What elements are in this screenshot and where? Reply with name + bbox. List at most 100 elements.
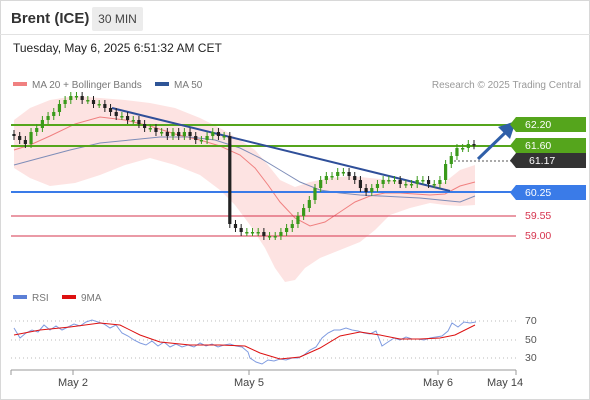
- candle: [194, 136, 198, 140]
- candle: [398, 180, 402, 184]
- candle: [381, 180, 385, 184]
- tag-61-60: [516, 138, 586, 153]
- candle: [46, 116, 50, 120]
- timestamp: Tuesday, May 6, 2025 6:51:32 AM CET: [13, 41, 222, 55]
- candle: [375, 184, 380, 188]
- candle: [216, 132, 221, 136]
- candle: [108, 108, 113, 112]
- bollinger-band: [14, 96, 475, 282]
- candle: [358, 180, 363, 188]
- rsi-level-50: 50: [525, 334, 537, 346]
- x-label-may-5: May 5: [234, 377, 264, 389]
- candle: [426, 180, 431, 184]
- forecast-arrow-shaft: [476, 129, 509, 161]
- candle: [409, 184, 414, 186]
- candle: [387, 180, 391, 182]
- candle: [74, 96, 79, 98]
- candle: [415, 180, 419, 184]
- candle: [341, 172, 345, 174]
- candle: [131, 120, 135, 122]
- legend-ma20: MA 20 + Bollinger Bands: [13, 80, 142, 91]
- ma20-line: [13, 116, 476, 227]
- candle: [449, 156, 453, 164]
- level-label-61-60: 61.60: [525, 140, 552, 152]
- candle: [245, 232, 249, 234]
- candle: [114, 112, 118, 116]
- candle: [63, 100, 67, 104]
- x-label-may-14: May 14: [487, 377, 524, 389]
- rsi-swatch: [13, 295, 27, 300]
- candle: [211, 132, 215, 136]
- candle: [239, 228, 243, 232]
- candle: [233, 224, 238, 228]
- rsi-level-30: 30: [525, 352, 537, 364]
- candle: [262, 232, 266, 236]
- candle: [364, 188, 368, 192]
- ma50-line: [13, 136, 476, 203]
- candle: [177, 132, 181, 136]
- candle: [256, 232, 260, 234]
- level-label-59-55: 59.55: [525, 210, 552, 222]
- candle: [29, 132, 33, 144]
- candle: [148, 128, 152, 130]
- candle: [103, 104, 107, 108]
- candle: [284, 228, 289, 232]
- candle: [12, 134, 16, 136]
- candle: [307, 200, 311, 208]
- downtrend-line: [111, 107, 451, 192]
- candle: [421, 180, 425, 182]
- ma50-label: MA 50: [174, 80, 203, 91]
- candle: [455, 148, 459, 156]
- candle: [188, 132, 192, 136]
- candle: [52, 112, 56, 116]
- candle: [137, 120, 141, 124]
- candle: [267, 236, 272, 238]
- candle: [466, 144, 470, 148]
- tag-60-25: [516, 185, 586, 200]
- candle: [18, 136, 22, 140]
- rsi-ma-line: [13, 322, 476, 360]
- candle: [40, 120, 44, 128]
- candle: [444, 164, 448, 180]
- rsi-level-70: 70: [525, 315, 537, 327]
- candle: [273, 236, 277, 238]
- candle: [69, 96, 73, 100]
- candle: [171, 132, 175, 136]
- candle: [205, 136, 209, 140]
- candle: [461, 148, 465, 150]
- credit-text: Research © 2025 Trading Central: [431, 80, 581, 91]
- candle: [296, 216, 300, 224]
- rsi-line: [13, 319, 477, 365]
- legend-rsi: RSI: [13, 293, 49, 304]
- candle: [165, 132, 169, 136]
- level-label-62-20: 62.20: [525, 119, 552, 131]
- candle: [279, 232, 283, 236]
- legend-9ma: 9MA: [62, 293, 102, 304]
- legend-ma50: MA 50: [155, 80, 202, 91]
- candle: [336, 172, 340, 176]
- level-label-61-17: 61.17: [529, 155, 556, 167]
- candle: [250, 232, 255, 234]
- candle: [313, 188, 317, 200]
- ma50-swatch: [155, 82, 169, 87]
- rsi-label: RSI: [32, 293, 49, 304]
- candle: [57, 104, 62, 112]
- candle: [182, 132, 186, 136]
- candle: [404, 184, 408, 186]
- candle: [302, 208, 306, 216]
- candle: [91, 100, 96, 104]
- x-label-may-6: May 6: [423, 377, 453, 389]
- 9ma-swatch: [62, 295, 76, 300]
- candle: [143, 124, 147, 128]
- candle: [125, 116, 130, 120]
- timeframe-button[interactable]: 30 MIN: [92, 7, 143, 31]
- candle: [353, 176, 357, 180]
- 9ma-label: 9MA: [81, 293, 102, 304]
- candle: [35, 128, 39, 132]
- candle: [154, 128, 158, 132]
- ma20-swatch: [13, 82, 27, 87]
- candle: [80, 96, 84, 100]
- candle: [392, 180, 397, 182]
- chart-header: Brent (ICE) 30 MIN: [0, 0, 590, 35]
